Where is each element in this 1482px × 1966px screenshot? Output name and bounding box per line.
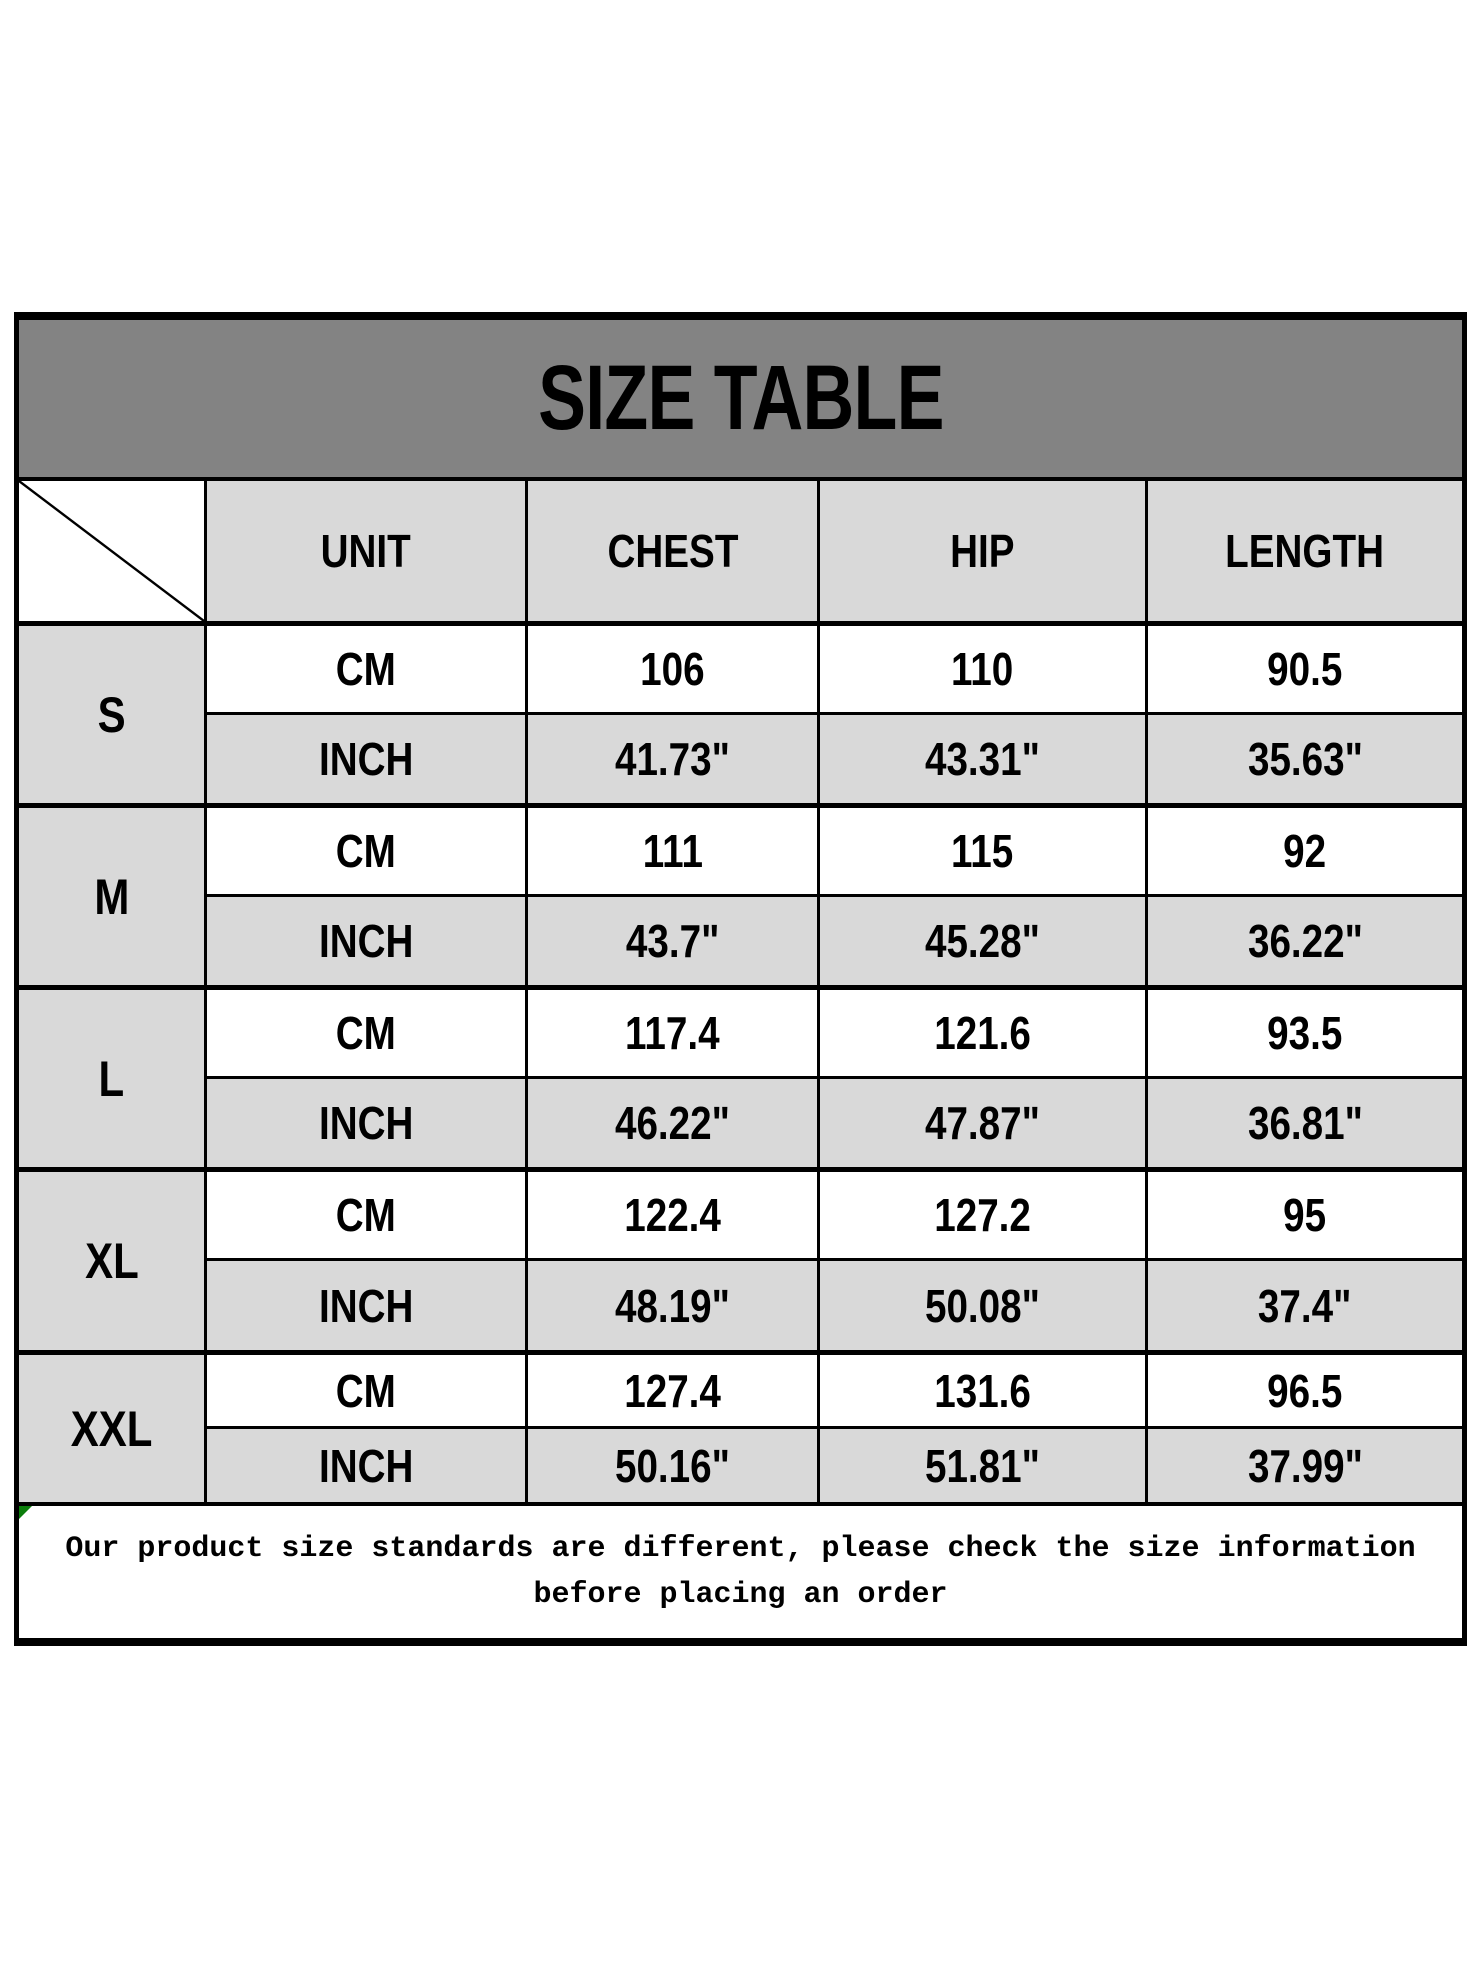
value-cell-xl-cm-chest: 122.4 [525,1167,817,1258]
unit-cell: CM [204,1350,525,1426]
unit-cell: CM [204,803,525,894]
corner-cell [19,481,204,621]
value-cell-xl-cm-hip: 127.2 [817,1167,1145,1258]
value-cell-l-cm-length: 93.5 [1145,985,1462,1076]
value-cell-xxl-inch-length: 37.99" [1145,1426,1462,1502]
value-cell-l-cm-hip: 121.6 [817,985,1145,1076]
value-cell-l-inch-chest: 46.22" [525,1076,817,1167]
value-cell-s-inch-hip: 43.31" [817,712,1145,803]
unit-cell: INCH [204,1076,525,1167]
value-cell-s-inch-length: 35.63" [1145,712,1462,803]
size-label-l: L [19,985,204,1167]
unit-cell: CM [204,621,525,712]
value-cell-xl-cm-length: 95 [1145,1167,1462,1258]
unit-cell: INCH [204,1258,525,1350]
value-cell-s-cm-hip: 110 [817,621,1145,712]
value-cell-xl-inch-chest: 48.19" [525,1258,817,1350]
unit-cell: INCH [204,1426,525,1502]
size-label-xxl: XXL [19,1350,204,1502]
value-cell-xxl-inch-hip: 51.81" [817,1426,1145,1502]
size-grid: UNIT CHEST HIP LENGTH S CM 106 110 90.5 … [19,481,1462,1502]
value-cell-xxl-cm-hip: 131.6 [817,1350,1145,1426]
unit-cell: INCH [204,894,525,985]
value-cell-xl-inch-hip: 50.08" [817,1258,1145,1350]
value-cell-m-inch-hip: 45.28" [817,894,1145,985]
column-header-length: LENGTH [1145,481,1462,621]
unit-cell: CM [204,985,525,1076]
size-label-xl: XL [19,1167,204,1350]
value-cell-l-cm-chest: 117.4 [525,985,817,1076]
value-cell-xl-inch-length: 37.4" [1145,1258,1462,1350]
diagonal-line-icon [19,481,204,621]
value-cell-m-cm-length: 92 [1145,803,1462,894]
value-cell-l-inch-length: 36.81" [1145,1076,1462,1167]
column-header-unit: UNIT [204,481,525,621]
title-bar: SIZE TABLE [19,320,1462,481]
note-text: Our product size standards are different… [65,1532,1416,1612]
size-label-m: M [19,803,204,985]
value-cell-l-inch-hip: 47.87" [817,1076,1145,1167]
value-cell-s-cm-chest: 106 [525,621,817,712]
unit-cell: CM [204,1167,525,1258]
unit-cell: INCH [204,712,525,803]
value-cell-xxl-cm-chest: 127.4 [525,1350,817,1426]
size-note: Our product size standards are different… [19,1502,1462,1638]
value-cell-s-inch-chest: 41.73" [525,712,817,803]
value-cell-m-inch-chest: 43.7" [525,894,817,985]
value-cell-m-cm-hip: 115 [817,803,1145,894]
value-cell-m-cm-chest: 111 [525,803,817,894]
green-corner-flag-icon [19,1506,32,1519]
value-cell-s-cm-length: 90.5 [1145,621,1462,712]
column-header-hip: HIP [817,481,1145,621]
column-header-chest: CHEST [525,481,817,621]
page-title: SIZE TABLE [537,347,944,449]
value-cell-m-inch-length: 36.22" [1145,894,1462,985]
size-label-s: S [19,621,204,803]
value-cell-xxl-cm-length: 96.5 [1145,1350,1462,1426]
value-cell-xxl-inch-chest: 50.16" [525,1426,817,1502]
size-table: SIZE TABLE UNIT CHEST HIP LENGTH S CM 10… [14,312,1467,1646]
